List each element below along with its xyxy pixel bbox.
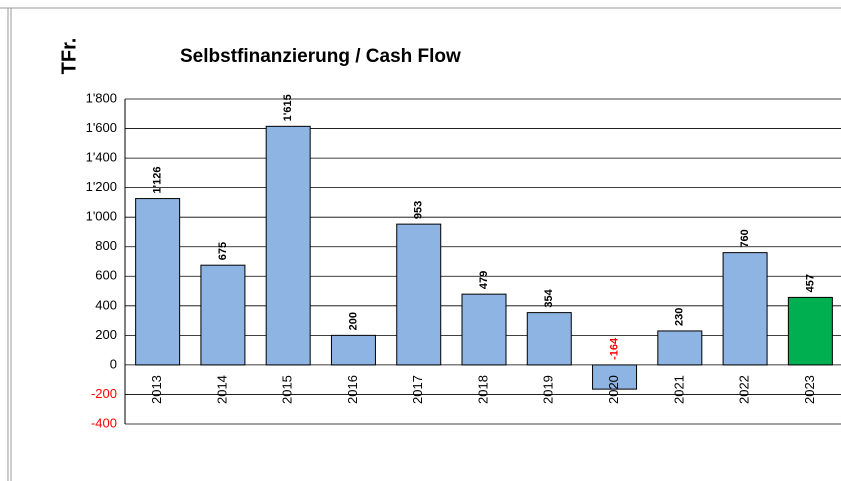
bar	[200, 264, 246, 366]
y-tick-label: 0	[110, 356, 117, 371]
x-tick-label: 2022	[737, 375, 752, 404]
value-label: 675	[217, 242, 229, 260]
bar	[526, 312, 572, 366]
x-tick-label: 2020	[606, 375, 621, 404]
x-tick-label: 2013	[149, 375, 164, 404]
bar	[330, 334, 376, 366]
y-tick-label: 1'600	[86, 120, 117, 135]
value-label: 760	[739, 229, 751, 247]
bar	[461, 293, 507, 366]
chart-title: Selbstfinanzierung / Cash Flow	[180, 46, 461, 67]
bar	[265, 125, 311, 366]
x-tick-label: 2016	[345, 375, 360, 404]
value-label: 230	[674, 308, 686, 326]
value-label: 479	[478, 271, 490, 289]
x-tick-label: 2021	[671, 375, 686, 404]
bar	[657, 330, 703, 366]
y-tick-label: 800	[95, 238, 117, 253]
y-tick-label: 400	[95, 297, 117, 312]
x-tick-label: 2019	[541, 375, 556, 404]
x-tick-label: 2018	[475, 375, 490, 404]
value-label: 1'615	[282, 94, 294, 121]
x-tick-label: 2015	[280, 375, 295, 404]
y-axis-label: TFr.	[58, 38, 80, 75]
value-label: 457	[804, 274, 816, 292]
bar	[592, 364, 638, 390]
y-tick-label: 1'800	[86, 90, 117, 105]
x-tick-label: 2014	[214, 375, 229, 404]
y-tick-label: 1'000	[86, 209, 117, 224]
bar	[135, 198, 181, 366]
value-label: 1'126	[152, 166, 164, 193]
y-tick-label: 1'400	[86, 150, 117, 165]
y-tick-label: 600	[95, 268, 117, 283]
bar	[396, 223, 442, 366]
x-tick-label: 2023	[802, 375, 817, 404]
y-tick-label: 200	[95, 327, 117, 342]
value-label: 953	[413, 201, 425, 219]
x-tick-label: 2017	[410, 375, 425, 404]
bar	[787, 296, 833, 366]
bar	[722, 252, 768, 366]
y-tick-label: -400	[91, 415, 117, 430]
value-label: 354	[543, 288, 555, 307]
value-label: 200	[347, 312, 359, 330]
y-tick-label: 1'200	[86, 179, 117, 194]
value-label: -164	[608, 337, 620, 360]
y-tick-label: -200	[91, 386, 117, 401]
